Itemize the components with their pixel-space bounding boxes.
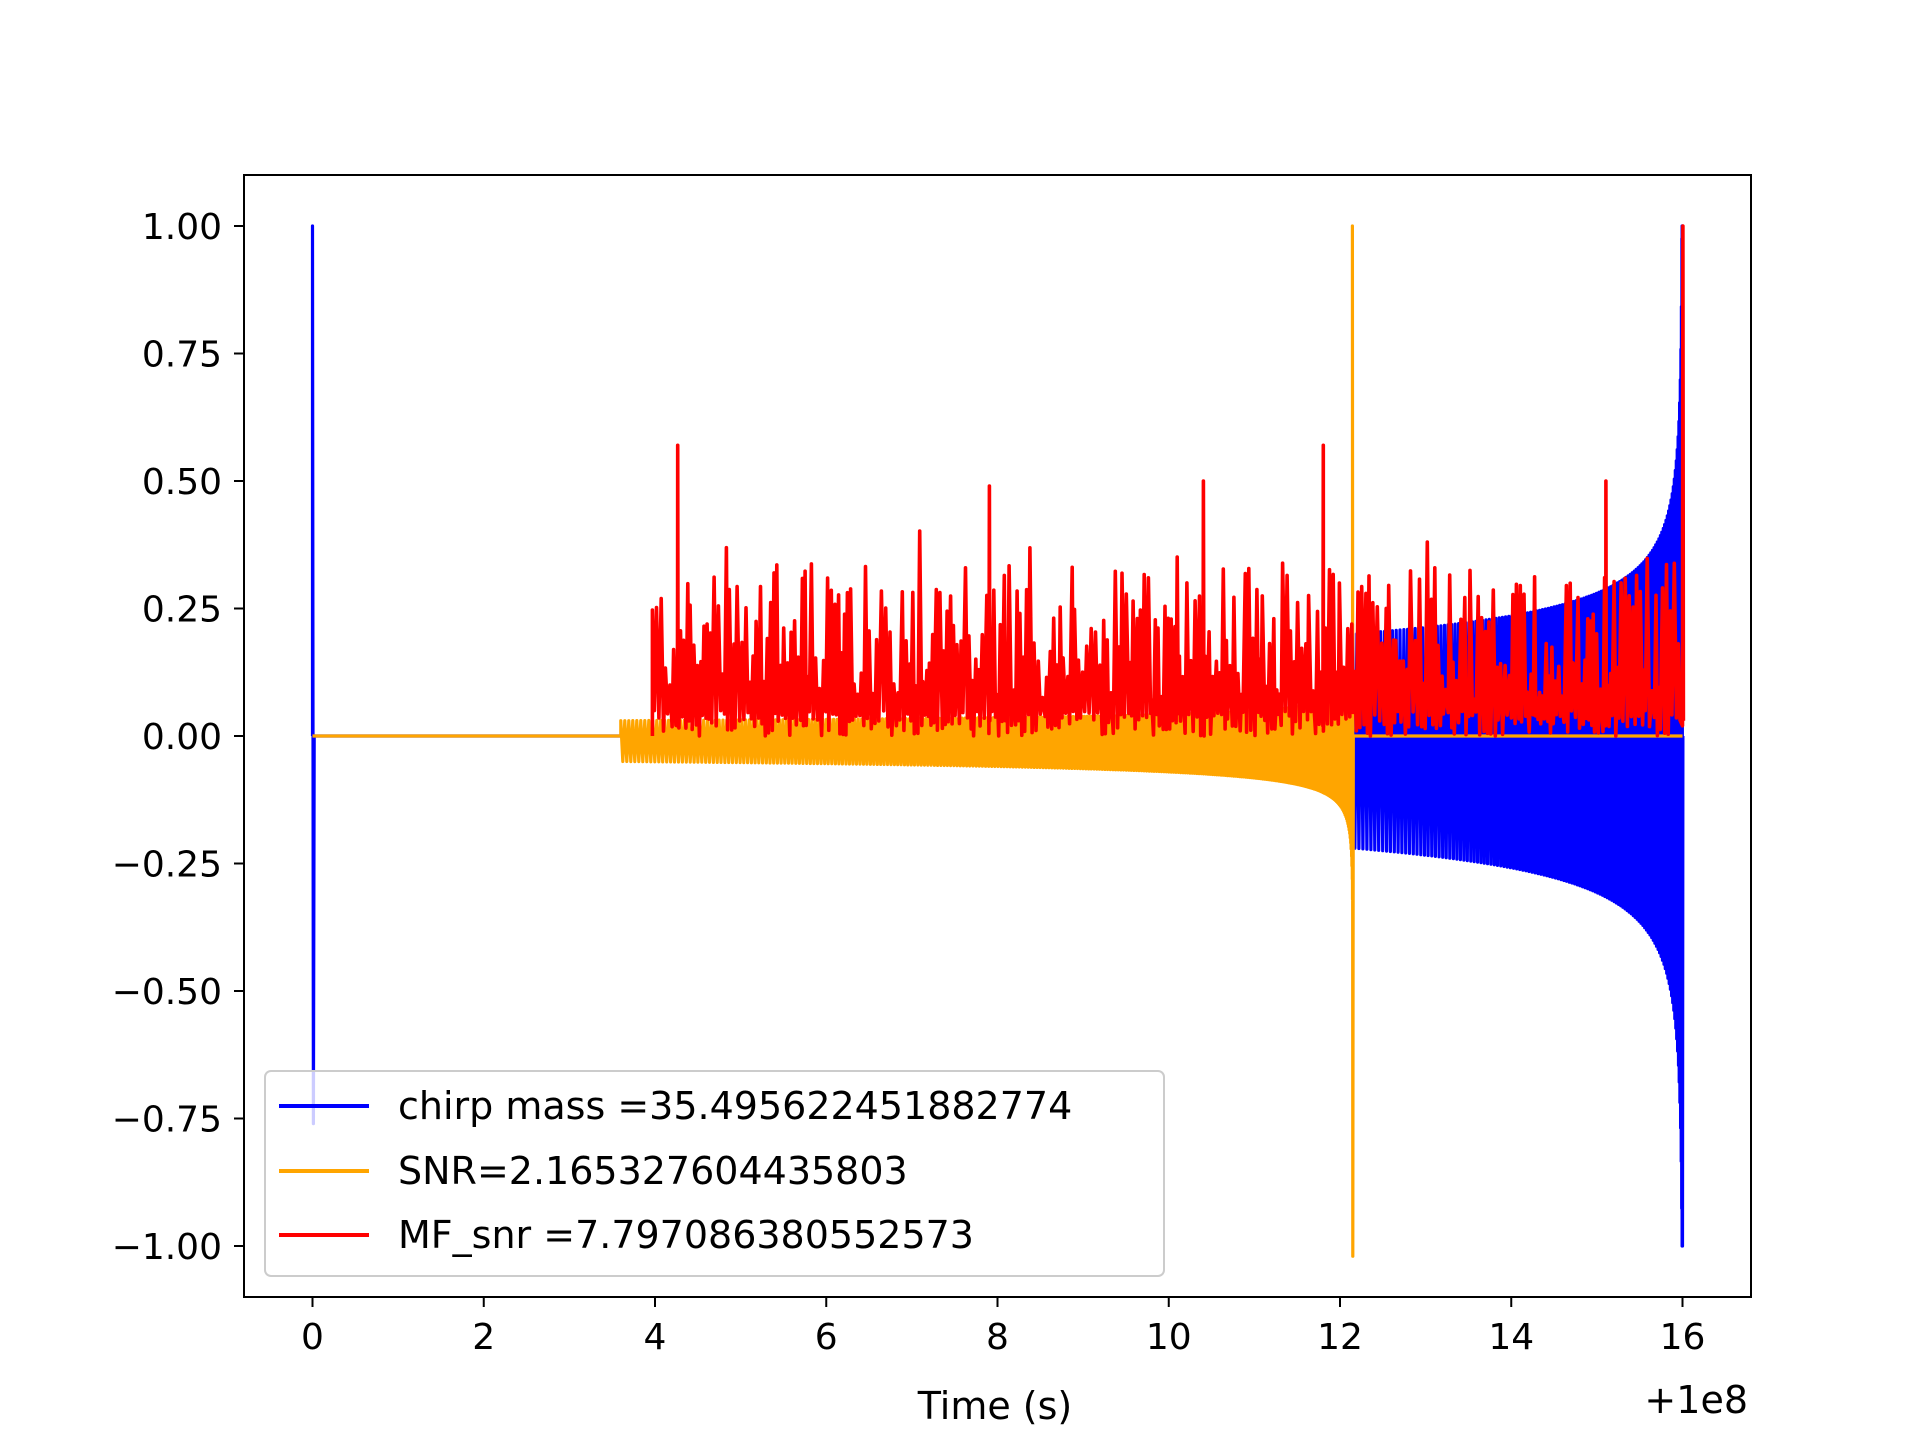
x-tick-label: 10 [1146, 1317, 1192, 1358]
x-axis: 0 2 4 6 8 10 12 14 16 [301, 1297, 1705, 1358]
series-line-mf-snr [650, 224, 1686, 738]
y-tick-label: −1.00 [112, 1227, 222, 1268]
x-tick-label: 4 [644, 1317, 667, 1358]
x-axis-offset-label: +1e8 [1644, 1378, 1748, 1422]
y-tick-label: 0.25 [142, 590, 222, 631]
x-tick-label: 16 [1660, 1317, 1706, 1358]
x-tick-label: 2 [472, 1317, 495, 1358]
x-axis-label: Time (s) [917, 1384, 1073, 1428]
y-tick-label: −0.50 [112, 972, 222, 1013]
x-tick-label: 0 [301, 1317, 324, 1358]
legend-box [264, 1070, 1165, 1277]
y-tick-label: −0.75 [112, 1100, 222, 1141]
x-tick-label: 6 [815, 1317, 838, 1358]
y-tick-label: 0.50 [142, 462, 222, 503]
y-axis: 1.00 0.75 0.50 0.25 0.00 −0.25 −0.50 −0.75 −1.00 [112, 207, 244, 1268]
x-tick-label: 12 [1317, 1317, 1363, 1358]
x-tick-label: 14 [1488, 1317, 1534, 1358]
y-tick-label: −0.25 [112, 845, 222, 886]
y-tick-label: 1.00 [142, 207, 222, 248]
legend-label-snr: SNR=2.165327604435803 [398, 1149, 908, 1193]
legend: chirp mass =35.495622451882774 SNR=2.165… [264, 1070, 1165, 1277]
y-tick-label: 0.75 [142, 335, 222, 376]
legend-label-mf-snr: MF_snr =7.797086380552573 [398, 1213, 974, 1257]
x-tick-label: 8 [986, 1317, 1009, 1358]
series-layer [310, 224, 1686, 1258]
legend-label-chirp-mass: chirp mass =35.495622451882774 [398, 1084, 1072, 1128]
series-line-snr [312, 224, 1683, 1258]
y-tick-label: 0.00 [142, 717, 222, 758]
